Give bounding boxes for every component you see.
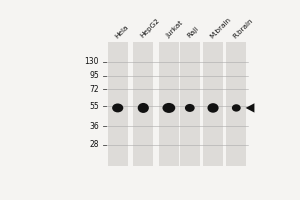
Bar — [226, 42, 246, 166]
Ellipse shape — [232, 104, 241, 112]
Text: 130: 130 — [85, 57, 99, 66]
Text: HepG2: HepG2 — [139, 18, 161, 39]
Bar — [134, 42, 153, 166]
Text: 28: 28 — [90, 140, 99, 149]
Text: 55: 55 — [89, 102, 99, 111]
Text: Hela: Hela — [113, 24, 129, 39]
Text: R.brain: R.brain — [232, 17, 254, 39]
Text: 36: 36 — [89, 122, 99, 131]
Text: M.brain: M.brain — [209, 16, 232, 39]
Text: 95: 95 — [89, 71, 99, 80]
Ellipse shape — [208, 103, 219, 113]
Ellipse shape — [163, 103, 175, 113]
Bar — [108, 42, 127, 166]
Ellipse shape — [185, 104, 195, 112]
Bar — [180, 42, 200, 166]
Text: Jurkat: Jurkat — [165, 20, 184, 39]
Polygon shape — [246, 103, 254, 113]
Text: 72: 72 — [89, 85, 99, 94]
Text: Raji: Raji — [185, 26, 199, 39]
Bar — [203, 42, 223, 166]
Ellipse shape — [112, 103, 123, 112]
Ellipse shape — [138, 103, 149, 113]
Bar — [159, 42, 179, 166]
